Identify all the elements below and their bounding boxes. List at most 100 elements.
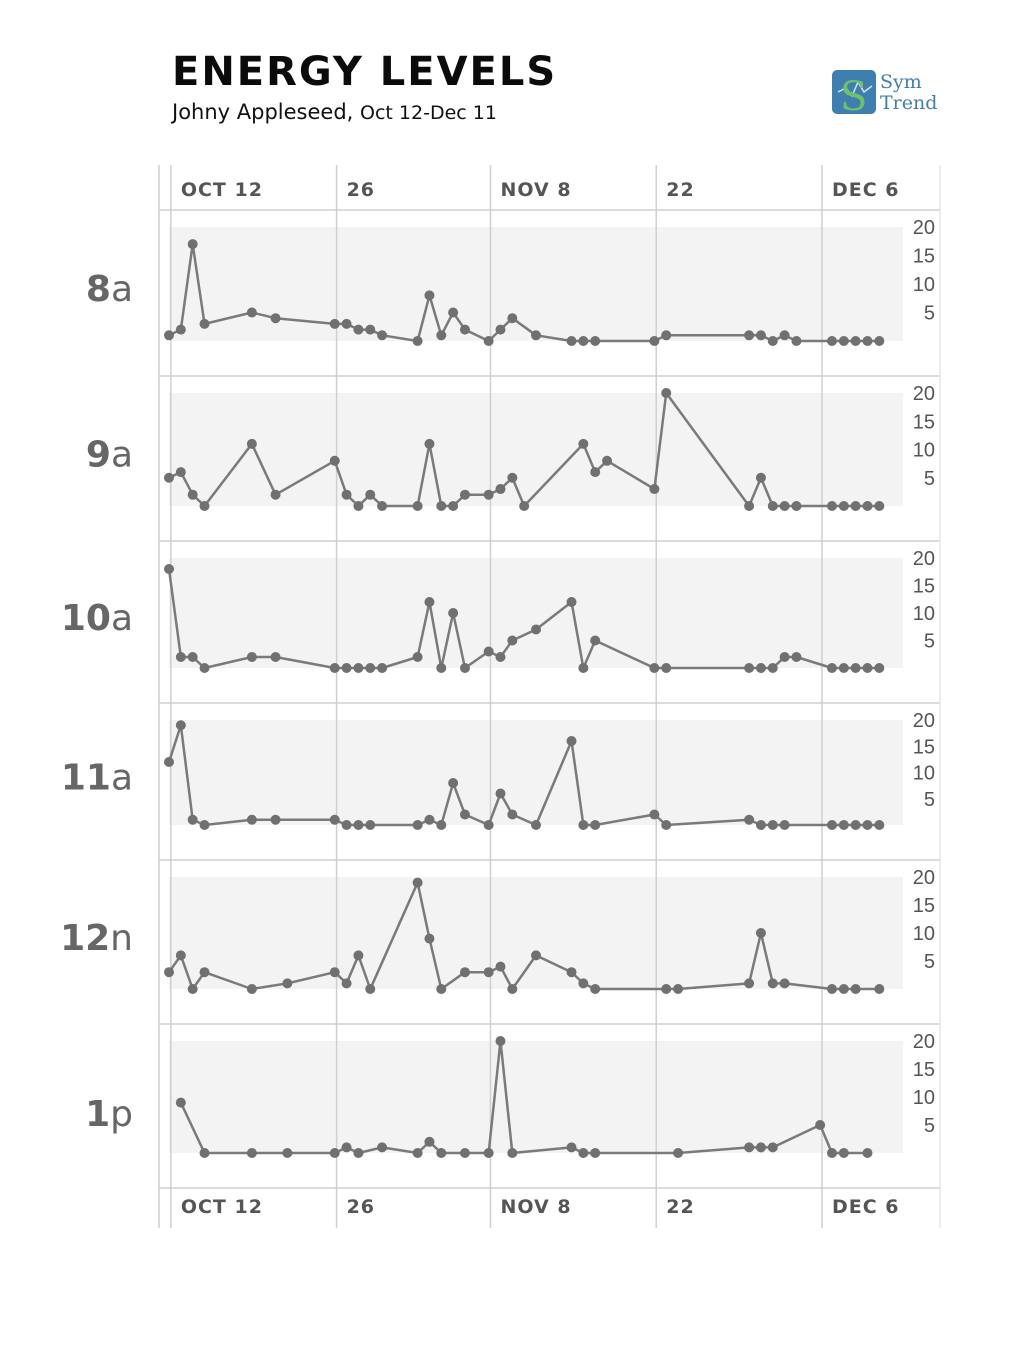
- y-tick-label: 5: [924, 468, 935, 490]
- data-point: [412, 336, 423, 346]
- symtrend-logo-icon: S: [832, 70, 876, 120]
- data-point: [270, 313, 281, 324]
- data-point: [862, 1148, 873, 1158]
- data-point: [767, 1142, 778, 1153]
- data-point: [341, 978, 352, 989]
- data-point: [175, 1097, 186, 1108]
- data-point: [566, 967, 577, 978]
- data-point: [590, 336, 601, 346]
- data-point: [412, 877, 423, 888]
- data-point: [838, 820, 849, 830]
- data-point: [187, 984, 198, 994]
- data-point: [353, 820, 364, 830]
- data-point: [365, 489, 376, 500]
- data-point: [365, 984, 376, 994]
- y-tick-label: 20: [913, 383, 935, 405]
- data-point: [531, 624, 541, 635]
- data-point: [850, 336, 861, 346]
- data-point: [483, 336, 494, 346]
- data-point: [590, 1148, 601, 1158]
- y-tick-label: 5: [924, 631, 935, 653]
- data-point: [744, 663, 755, 673]
- data-point: [838, 336, 849, 346]
- data-point: [436, 1148, 447, 1158]
- data-point: [436, 330, 447, 341]
- data-point: [187, 489, 198, 500]
- data-point: [187, 652, 198, 662]
- data-point: [874, 984, 885, 994]
- data-point: [578, 1148, 589, 1158]
- data-point: [365, 663, 376, 673]
- y-tick-label: 15: [913, 1059, 935, 1081]
- data-point: [164, 757, 174, 767]
- x-tick-label-top: NOV 8: [500, 179, 571, 201]
- y-tick-label: 10: [913, 440, 935, 462]
- y-tick-label: 15: [913, 246, 935, 268]
- data-point: [755, 472, 766, 483]
- data-point: [365, 324, 376, 335]
- data-point: [246, 984, 257, 994]
- data-point: [246, 652, 257, 662]
- data-point: [767, 663, 778, 673]
- data-point: [779, 820, 790, 830]
- data-point: [578, 820, 589, 830]
- data-point: [175, 467, 186, 478]
- data-point: [838, 1148, 849, 1158]
- data-point: [377, 501, 388, 511]
- data-point: [448, 501, 459, 511]
- data-point: [673, 984, 684, 994]
- y-tick-label: 5: [924, 789, 935, 811]
- data-point: [199, 967, 210, 978]
- data-point: [495, 1036, 506, 1046]
- data-point: [377, 330, 388, 341]
- data-point: [246, 438, 257, 449]
- y-tick-label: 5: [924, 1115, 935, 1137]
- y-tick-label: 15: [913, 736, 935, 758]
- data-point: [495, 788, 506, 799]
- data-point: [187, 239, 198, 250]
- data-point: [495, 652, 506, 662]
- data-point: [507, 1148, 518, 1158]
- data-point: [424, 438, 435, 449]
- data-point: [164, 330, 174, 341]
- data-point: [826, 820, 837, 830]
- data-point: [507, 313, 518, 324]
- data-point: [531, 950, 541, 961]
- data-point: [791, 501, 802, 511]
- data-point: [661, 330, 672, 341]
- data-point: [483, 489, 494, 500]
- data-point: [531, 820, 541, 830]
- data-point: [459, 663, 470, 673]
- data-point: [329, 663, 340, 673]
- y-tick-label: 15: [913, 895, 935, 917]
- data-point: [779, 330, 790, 341]
- data-point: [661, 388, 672, 398]
- data-point: [755, 663, 766, 673]
- row-label: 11a: [61, 758, 133, 799]
- data-point: [175, 950, 186, 961]
- logo-line1: Sym: [880, 71, 922, 93]
- data-point: [590, 984, 601, 994]
- data-point: [815, 1120, 826, 1130]
- x-tick-label-top: 22: [666, 179, 694, 201]
- data-point: [826, 1148, 837, 1158]
- data-point: [495, 324, 506, 335]
- y-tick-label: 20: [913, 548, 935, 570]
- x-tick-label-bottom: NOV 8: [500, 1196, 571, 1218]
- data-point: [578, 978, 589, 989]
- data-point: [412, 501, 423, 511]
- y-tick-label: 10: [913, 923, 935, 945]
- x-tick-label-bottom: 22: [666, 1196, 694, 1218]
- panel-band: [169, 558, 903, 668]
- data-point: [329, 1148, 340, 1158]
- panel-band: [169, 227, 903, 341]
- data-point: [850, 820, 861, 830]
- y-tick-label: 20: [913, 1031, 935, 1053]
- data-point: [187, 814, 198, 825]
- data-point: [246, 814, 257, 825]
- data-point: [270, 489, 281, 500]
- data-point: [519, 501, 530, 511]
- data-point: [862, 336, 873, 346]
- data-point: [566, 736, 577, 746]
- data-point: [448, 778, 459, 788]
